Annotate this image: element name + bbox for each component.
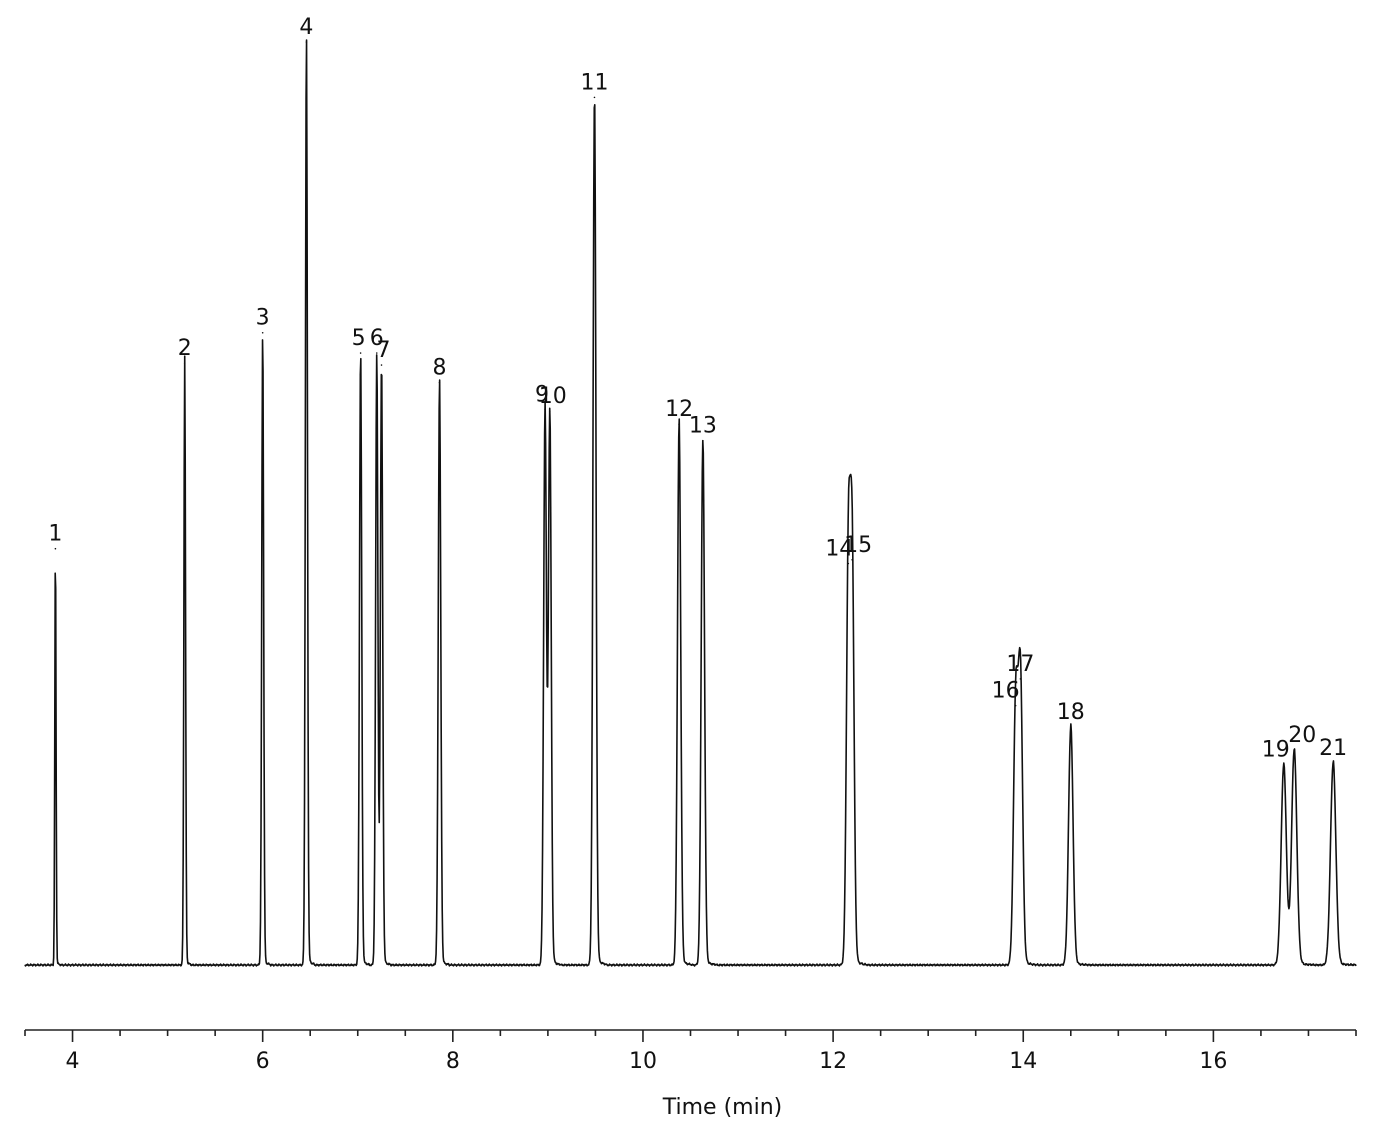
peak-apex-14 bbox=[847, 562, 850, 565]
peak-label-15: 15 bbox=[844, 533, 872, 558]
peak-apex-8 bbox=[438, 381, 441, 384]
peak-apex-3 bbox=[261, 331, 264, 334]
peak-label-19: 19 bbox=[1262, 738, 1290, 763]
peak-label-20: 20 bbox=[1288, 723, 1316, 748]
peak-label-16: 16 bbox=[992, 679, 1020, 704]
peak-label-5: 5 bbox=[352, 326, 366, 351]
peak-apex-5 bbox=[359, 352, 362, 354]
peak-apex-11 bbox=[593, 96, 596, 99]
peak-label-13: 13 bbox=[689, 414, 717, 439]
peak-apex-6 bbox=[375, 352, 378, 354]
x-tick-label-10: 10 bbox=[629, 1049, 657, 1074]
peak-apex-17 bbox=[1019, 678, 1022, 680]
chromatogram-trace-layer bbox=[24, 39, 1357, 967]
peak-label-3: 3 bbox=[256, 306, 270, 331]
peak-apex-18 bbox=[1069, 726, 1072, 728]
peak-label-6: 6 bbox=[370, 326, 384, 351]
peak-label-11: 11 bbox=[580, 70, 608, 95]
peak-apex-19 bbox=[1282, 763, 1285, 766]
peak-apex-13 bbox=[702, 439, 704, 442]
x-tick-label-6: 6 bbox=[256, 1049, 270, 1074]
peak-apex-21 bbox=[1332, 762, 1334, 764]
x-axis-title: Time (min) bbox=[662, 1095, 783, 1120]
peak-label-7: 7 bbox=[377, 338, 391, 363]
peak-apex-15 bbox=[851, 559, 853, 561]
peak-label-4: 4 bbox=[299, 15, 313, 40]
x-axis: 4 6 8 10 12 14 16 bbox=[24, 1029, 1357, 1074]
peak-apex-16 bbox=[1014, 704, 1017, 707]
peak-apex-4 bbox=[305, 41, 308, 43]
x-tick-label-16: 16 bbox=[1199, 1049, 1227, 1074]
peak-label-12: 12 bbox=[665, 397, 693, 422]
peak-label-8: 8 bbox=[433, 356, 447, 381]
peak-label-9: 9 bbox=[535, 382, 549, 407]
peak-label-18: 18 bbox=[1057, 700, 1085, 725]
x-tick-label-12: 12 bbox=[819, 1049, 847, 1074]
peak-apex-2 bbox=[183, 362, 186, 365]
peak-apex-10 bbox=[548, 410, 551, 413]
peak-label-2: 2 bbox=[178, 336, 192, 361]
peak-label-10: 10 bbox=[539, 384, 567, 409]
x-tick-label-4: 4 bbox=[66, 1049, 80, 1074]
x-tick-label-8: 8 bbox=[446, 1049, 460, 1074]
peak-apex-1 bbox=[54, 547, 57, 550]
peak-apex-20 bbox=[1293, 749, 1296, 751]
x-tick-label-14: 14 bbox=[1009, 1049, 1037, 1074]
peak-apex-7 bbox=[380, 364, 383, 366]
peak-label-17: 17 bbox=[1006, 652, 1034, 677]
peak-apex-9 bbox=[544, 408, 546, 411]
peak-label-21: 21 bbox=[1319, 736, 1347, 761]
peak-label-1: 1 bbox=[48, 522, 62, 547]
peak-apex-12 bbox=[678, 423, 680, 425]
peak-label-14: 14 bbox=[825, 536, 853, 561]
chromatogram-trace-line bbox=[24, 39, 1357, 967]
